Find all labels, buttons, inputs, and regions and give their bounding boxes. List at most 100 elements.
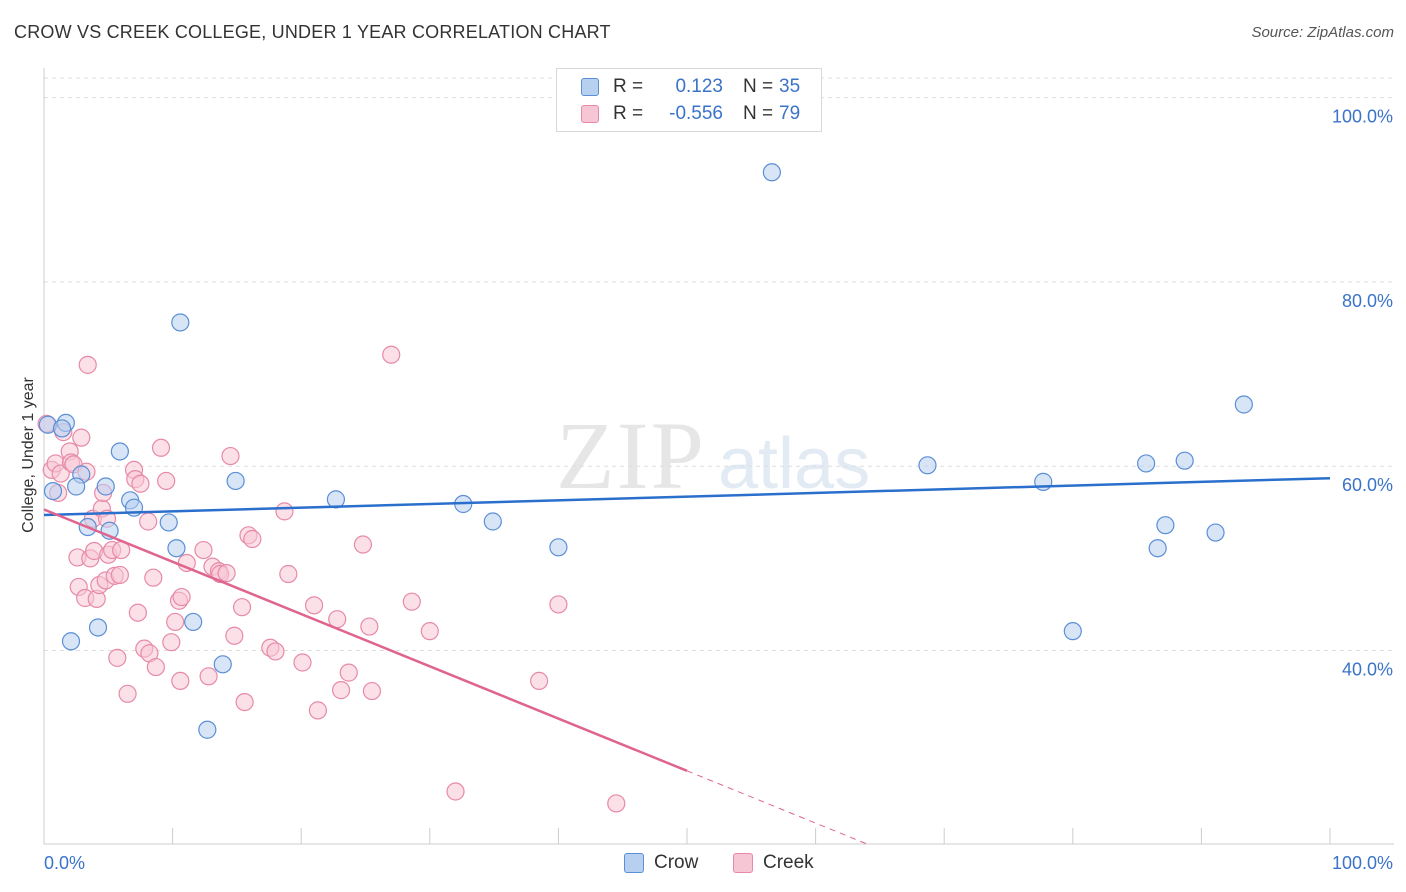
- crow-point: [67, 477, 86, 496]
- crow-legend-label: Crow: [654, 852, 699, 873]
- crow-point: [96, 477, 115, 496]
- creek-point: [139, 512, 158, 531]
- creek-points: [37, 345, 626, 813]
- crow-point: [61, 632, 81, 651]
- creek-point: [118, 684, 137, 703]
- y-axis-label: College, Under 1 year: [20, 377, 37, 533]
- crow-point: [171, 313, 190, 332]
- creek-point: [131, 474, 150, 493]
- creek-point: [194, 540, 213, 560]
- crow-point: [1156, 516, 1175, 535]
- legend-row-creek: R = -0.556 N = 79: [581, 102, 800, 126]
- creek-legend-label: Creek: [763, 852, 814, 873]
- crow-point: [43, 481, 63, 501]
- x-tick-label-max: 100.0%: [1332, 853, 1393, 873]
- creek-point: [162, 633, 181, 652]
- crow-point: [213, 655, 232, 674]
- creek-point: [171, 671, 190, 691]
- creek-point: [232, 598, 252, 617]
- trend-lines: [43, 476, 1331, 845]
- series-legend: Crow Creek: [0, 852, 1406, 876]
- crow-point: [1206, 523, 1225, 542]
- y-tick-label-40: 40.0%: [1342, 660, 1393, 680]
- creek-point: [151, 438, 171, 457]
- y-tick-label-100: 100.0%: [1332, 107, 1393, 127]
- creek-r-value: -0.556: [669, 103, 723, 124]
- crow-point: [1063, 622, 1082, 641]
- creek-point: [279, 564, 298, 584]
- creek-point: [266, 642, 285, 661]
- y-tick-label-80: 80.0%: [1342, 291, 1393, 311]
- crow-point: [549, 538, 568, 557]
- crow-point: [159, 513, 178, 532]
- creek-point: [221, 446, 240, 466]
- creek-trend-extension: [686, 770, 868, 845]
- crow-point: [918, 456, 937, 475]
- creek-point: [308, 701, 328, 720]
- creek-point: [382, 345, 401, 364]
- y-tick-label-60: 60.0%: [1342, 475, 1393, 495]
- crow-point: [483, 512, 502, 531]
- crow-point: [226, 471, 245, 491]
- creek-point: [331, 681, 351, 700]
- creek-point: [128, 603, 147, 622]
- crow-point: [110, 442, 129, 461]
- watermark-zip: ZIP: [556, 402, 706, 509]
- crow-n-label: N =: [743, 76, 774, 97]
- crow-legend-swatch: [624, 853, 644, 873]
- creek-point: [72, 428, 91, 447]
- creek-point: [199, 667, 218, 686]
- creek-point: [360, 617, 379, 636]
- creek-point: [78, 355, 97, 374]
- creek-point: [402, 592, 421, 611]
- creek-point: [157, 471, 176, 491]
- crow-point: [52, 419, 72, 438]
- creek-point: [166, 612, 185, 632]
- creek-point: [549, 595, 568, 614]
- creek-n-label: N =: [743, 103, 774, 124]
- crow-r-label: R =: [613, 76, 644, 97]
- crow-n-value: 35: [779, 76, 801, 97]
- crow-point: [167, 539, 186, 558]
- legend-row-crow: R = 0.123 N = 35: [581, 75, 800, 99]
- y-tick-labels: 40.0% 60.0% 80.0% 100.0%: [1332, 107, 1393, 680]
- creek-point: [108, 648, 127, 667]
- creek-point: [144, 568, 163, 587]
- creek-point: [243, 529, 262, 549]
- creek-point: [235, 692, 254, 712]
- creek-point: [362, 681, 382, 701]
- crow-point: [184, 612, 203, 632]
- crow-point: [1175, 451, 1194, 470]
- correlation-legend: R = 0.123 N = 35 R = -0.556 N = 79: [556, 68, 822, 132]
- axes: [43, 68, 1394, 845]
- creek-point: [172, 587, 191, 607]
- crow-r-value: 0.123: [675, 76, 723, 97]
- creek-point: [607, 794, 626, 813]
- x-tick-label-min: 0.0%: [44, 853, 85, 873]
- crow-point: [1137, 454, 1156, 473]
- crow-point: [88, 618, 108, 637]
- creek-point: [225, 626, 244, 645]
- source-credit: Source: ZipAtlas.com: [1251, 24, 1394, 41]
- creek-point: [275, 502, 294, 521]
- grid-lines: [44, 77, 1394, 651]
- creek-point: [353, 535, 373, 554]
- watermark: ZIP atlas: [556, 402, 870, 509]
- creek-trend-line: [43, 508, 688, 772]
- crow-swatch: [581, 78, 599, 96]
- crow-point: [762, 163, 781, 182]
- creek-swatch: [581, 105, 599, 123]
- creek-point: [110, 565, 129, 585]
- crow-trend-line: [43, 476, 1331, 517]
- creek-point: [304, 596, 324, 615]
- crow-point: [1234, 395, 1253, 414]
- legend-item-crow[interactable]: Crow: [624, 852, 698, 874]
- creek-point: [446, 782, 465, 801]
- chart-title: CROW VS CREEK COLLEGE, UNDER 1 YEAR CORR…: [14, 22, 611, 42]
- crow-point: [1148, 539, 1167, 558]
- creek-r-label: R =: [613, 103, 644, 124]
- x-tick-labels: 0.0% 100.0%: [44, 853, 1393, 873]
- legend-item-creek[interactable]: Creek: [733, 852, 814, 874]
- creek-legend-swatch: [733, 853, 753, 873]
